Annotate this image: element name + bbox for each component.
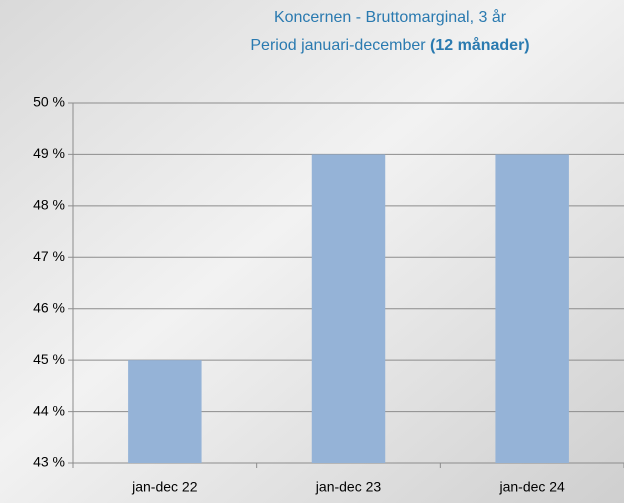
x-tick-label: jan-dec 24 [498, 479, 565, 495]
y-tick-label: 49 % [33, 145, 65, 161]
y-tick-label: 43 % [33, 454, 65, 470]
y-tick-label: 48 % [33, 197, 65, 213]
x-tick-label: jan-dec 22 [131, 479, 198, 495]
y-tick-label: 47 % [33, 248, 65, 264]
y-tick-label: 46 % [33, 299, 65, 315]
y-tick-label: 44 % [33, 402, 65, 418]
chart-title: Koncernen - Bruttomarginal, 3 år [274, 8, 507, 26]
x-tick-label: jan-dec 23 [315, 479, 382, 495]
y-tick-label: 45 % [33, 351, 65, 367]
bar [495, 154, 569, 463]
bar [128, 360, 202, 463]
chart-subtitle: Period januari-december (12 månader) [250, 36, 529, 54]
subtitle-bold: (12 månader) [430, 36, 530, 54]
subtitle-text: Period januari-december [250, 37, 426, 54]
y-tick-label: 50 % [33, 94, 65, 110]
bar [311, 154, 386, 463]
